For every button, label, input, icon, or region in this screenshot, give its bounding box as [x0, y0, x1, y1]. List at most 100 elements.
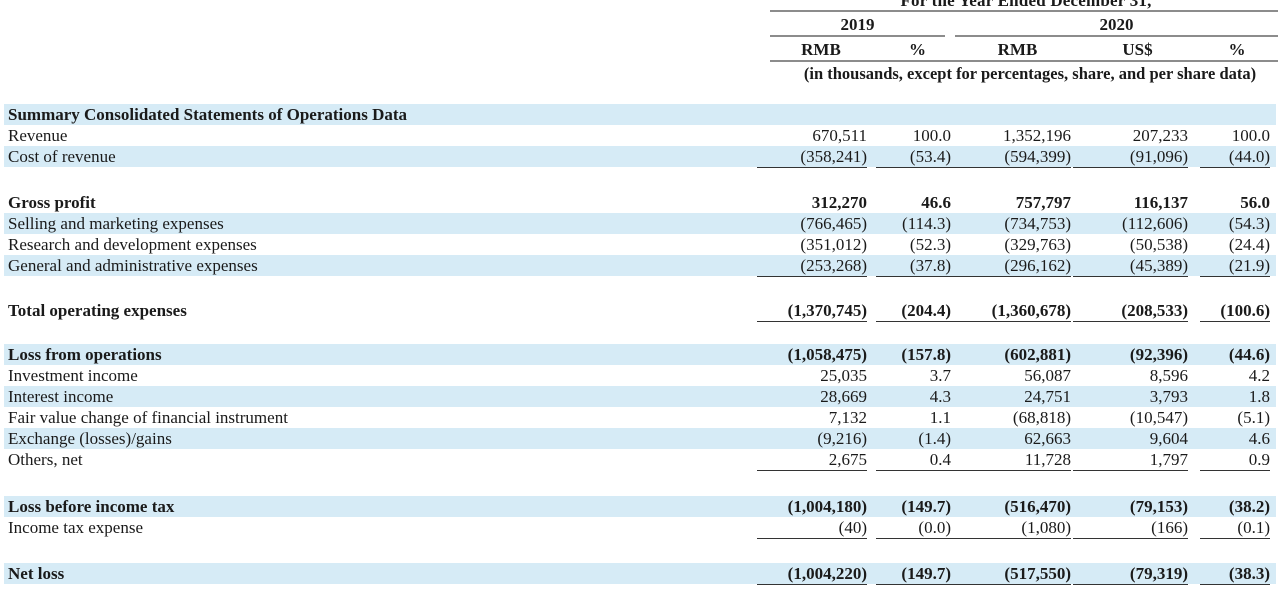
cell-pct-2020: 4.6 [1248, 429, 1270, 448]
cell-pct-2020: (44.6) [1228, 345, 1270, 364]
cell-pct-2019: (53.4) [876, 146, 951, 168]
cell-rmb-2019: 25,035 [820, 366, 867, 385]
cell-rmb-2020: (1,360,678) [951, 300, 1071, 322]
cell-pct-2020: 56.0 [1240, 193, 1270, 212]
col-header-usd-2020: US$ [1122, 40, 1153, 59]
cell-rmb-2020: (68,818) [1012, 408, 1071, 427]
statement-row: Total operating expenses (1,370,745) (204.… [4, 300, 1276, 322]
year-2020-rule [955, 35, 1278, 37]
row-label: Revenue [8, 126, 68, 145]
cell-rmb-2019: 2,675 [757, 449, 867, 471]
col-header-pct-2019: % [909, 40, 926, 59]
period-title: For the Year Ended December 31, [900, 0, 1152, 10]
statement-row: Investment income 25,035 3.7 56,087 8,596 4.2 [4, 365, 1276, 386]
cell-usd-2020: 3,793 [1149, 387, 1188, 406]
cell-usd-2020: 116,137 [1133, 193, 1188, 212]
statement-row: Gross profit 312,270 46.6 757,797 116,137 56.… [4, 192, 1276, 213]
row-label: Loss from operations [8, 345, 162, 364]
statement-row: Research and development expenses (351,01… [4, 234, 1276, 255]
col-header-rmb-2020: RMB [997, 40, 1038, 59]
cell-pct-2019: (157.8) [901, 345, 951, 364]
cell-pct-2019: (149.7) [876, 563, 951, 585]
cell-pct-2019: (114.3) [902, 214, 951, 233]
cell-usd-2020: 1,797 [1073, 449, 1188, 471]
cell-pct-2019: (204.4) [876, 300, 951, 322]
cell-rmb-2019: (1,058,475) [787, 345, 867, 364]
cell-rmb-2019: 312,270 [811, 193, 867, 212]
cell-pct-2020: (44.0) [1200, 146, 1270, 168]
cell-pct-2019: (1.4) [918, 429, 951, 448]
cell-rmb-2019: (351,012) [800, 235, 867, 254]
cell-rmb-2020: (602,881) [1004, 345, 1071, 364]
col-header-rmb-2019: RMB [801, 40, 841, 59]
cell-rmb-2020: (594,399) [951, 146, 1071, 168]
cell-rmb-2019: (1,370,745) [757, 300, 867, 322]
cell-pct-2020: 4.2 [1248, 366, 1270, 385]
cell-usd-2020: (10,547) [1129, 408, 1188, 427]
statement-row: Interest income 28,669 4.3 24,751 3,793 1.8 [4, 386, 1276, 407]
cell-pct-2020: (54.3) [1228, 214, 1270, 233]
cell-pct-2020: (38.2) [1228, 497, 1270, 516]
cell-pct-2019: 0.4 [876, 449, 951, 471]
column-header-rule [770, 60, 1278, 62]
cell-rmb-2020: (296,162) [951, 255, 1071, 277]
cell-usd-2020: (92,396) [1129, 345, 1188, 364]
cell-usd-2020: 8,596 [1149, 366, 1188, 385]
row-label: Investment income [8, 366, 138, 385]
cell-rmb-2019: (766,465) [800, 214, 867, 233]
cell-rmb-2020: (1,080) [951, 517, 1071, 539]
cell-pct-2020: 0.9 [1200, 449, 1270, 471]
cell-rmb-2019: 670,511 [812, 126, 867, 145]
row-label: Loss before income tax [8, 497, 175, 516]
statement-row: Exchange (losses)/gains (9,216) (1.4) 62,66… [4, 428, 1276, 449]
cell-pct-2019: (37.8) [876, 255, 951, 277]
cell-usd-2020: (166) [1073, 517, 1188, 539]
cell-pct-2019: 100.0 [912, 126, 951, 145]
statement-row: Others, net 2,675 0.4 11,728 1,797 0.9 [4, 449, 1276, 471]
statement-row: Selling and marketing expenses (766,465) (… [4, 213, 1276, 234]
cell-pct-2020: (5.1) [1237, 408, 1270, 427]
statement-row: Loss before income tax (1,004,180) (149.7)… [4, 496, 1276, 517]
cell-rmb-2019: (253,268) [757, 255, 867, 277]
cell-pct-2019: (0.0) [876, 517, 951, 539]
row-label: General and administrative expenses [8, 256, 258, 275]
row-label: Gross profit [8, 193, 96, 212]
cell-rmb-2019: (358,241) [757, 146, 867, 168]
statement-row: Loss from operations (1,058,475) (157.8) (6… [4, 344, 1276, 365]
cell-pct-2019: 1.1 [929, 408, 951, 427]
cell-rmb-2019: (1,004,180) [787, 497, 867, 516]
statement-row: General and administrative expenses (253,… [4, 255, 1276, 277]
cell-pct-2020: (24.4) [1228, 235, 1270, 254]
cell-usd-2020: (112,606) [1122, 214, 1188, 233]
cell-rmb-2020: 1,352,196 [1003, 126, 1071, 145]
cell-usd-2020: 207,233 [1132, 126, 1188, 145]
cell-pct-2020: (0.1) [1200, 517, 1270, 539]
cell-rmb-2019: (40) [757, 517, 867, 539]
row-label: Others, net [8, 450, 83, 469]
row-label: Summary Consolidated Statements of Opera… [8, 105, 408, 124]
cell-rmb-2019: (9,216) [817, 429, 867, 448]
row-label: Interest income [8, 387, 114, 406]
cell-usd-2020: (79,153) [1129, 497, 1188, 516]
cell-usd-2020: (79,319) [1073, 563, 1188, 585]
cell-rmb-2020: 62,663 [1024, 429, 1071, 448]
cell-usd-2020: (208,533) [1073, 300, 1188, 322]
cell-rmb-2020: (517,550) [951, 563, 1071, 585]
row-label: Selling and marketing expenses [8, 214, 224, 233]
cell-rmb-2020: (329,763) [1004, 235, 1071, 254]
row-label: Cost of revenue [8, 147, 116, 166]
cell-rmb-2020: (734,753) [1004, 214, 1071, 233]
cell-pct-2020: 100.0 [1231, 126, 1270, 145]
col-header-pct-2020: % [1228, 40, 1246, 59]
cell-rmb-2020: (516,470) [1004, 497, 1071, 516]
cell-pct-2019: 46.6 [921, 193, 951, 212]
year-2019-label: 2019 [840, 15, 875, 34]
statement-row: Cost of revenue (358,241) (53.4) (594,399) (… [4, 146, 1276, 168]
statement-row: Summary Consolidated Statements of Opera… [4, 104, 1276, 125]
row-label: Income tax expense [8, 518, 143, 537]
cell-pct-2020: (100.6) [1200, 300, 1270, 322]
cell-rmb-2020: 11,728 [951, 449, 1071, 471]
row-label: Exchange (losses)/gains [8, 429, 172, 448]
cell-rmb-2019: (1,004,220) [757, 563, 867, 585]
